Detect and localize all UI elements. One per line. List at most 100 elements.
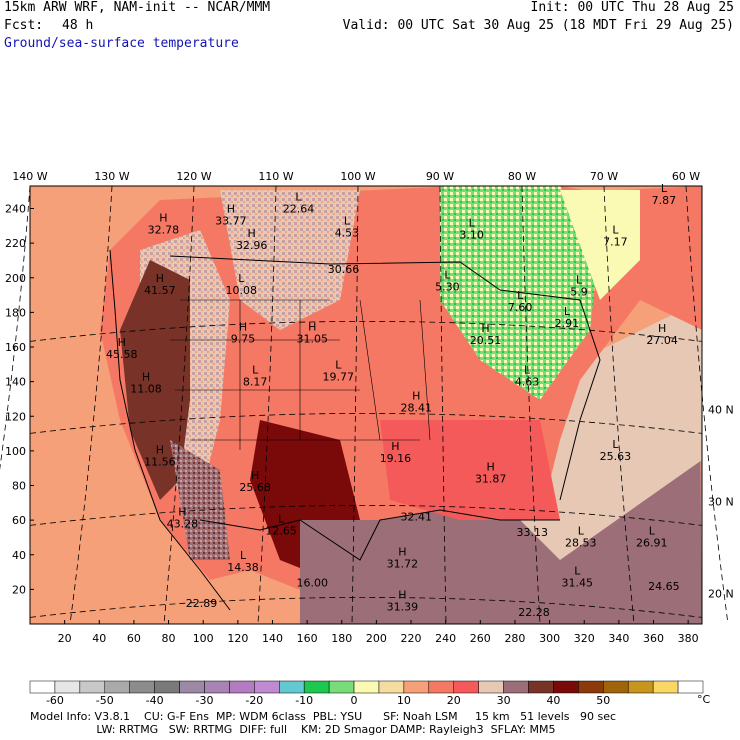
colorbar-swatch xyxy=(279,680,305,694)
colorbar-swatch xyxy=(603,680,629,694)
extremum-marker: L xyxy=(335,358,342,371)
colorbar-swatch xyxy=(403,680,430,694)
extremum-value: 14.38 xyxy=(227,561,259,574)
extremum-marker: H xyxy=(487,461,495,474)
extremum-value: 31.39 xyxy=(387,601,419,614)
valid-time: Valid: 00 UTC Sat 30 Aug 25 (18 MDT Fri … xyxy=(342,18,734,33)
x-tick-label: 160 xyxy=(297,632,318,645)
longitude-label: 140 W xyxy=(12,170,47,183)
extremum-marker: H xyxy=(398,545,406,558)
grid-x-ticks: 20 40 60 80 100 120 140 160 180 200 220 240 260 280 30… xyxy=(58,620,699,645)
extremum-marker: H xyxy=(118,336,126,349)
x-tick-label: 200 xyxy=(366,632,387,645)
map-field xyxy=(30,186,702,624)
extremum-marker: L xyxy=(238,272,245,285)
y-tick-label: 140 xyxy=(5,376,26,389)
model-title: 15km ARW WRF, NAM-init -- NCAR/MMM xyxy=(4,0,271,15)
longitude-label: 60 W xyxy=(672,170,700,183)
extremum-value: 10.08 xyxy=(226,284,258,297)
extremum-value: 31.87 xyxy=(475,473,507,486)
y-tick-label: 120 xyxy=(5,410,26,423)
x-tick-label: 40 xyxy=(92,632,106,645)
extremum-value: 19.16 xyxy=(380,452,412,465)
colorbar-swatch xyxy=(204,680,230,694)
extremum-marker: L xyxy=(344,215,351,228)
extremum-marker: L xyxy=(517,289,524,302)
extremum-value: 3.10 xyxy=(459,228,484,241)
extremum-marker: L xyxy=(278,513,285,526)
x-tick-label: 360 xyxy=(643,632,664,645)
extremum-value: 25.68 xyxy=(239,481,271,494)
extremum-value: 31.05 xyxy=(297,332,329,345)
x-tick-label: 80 xyxy=(162,632,176,645)
extremum-marker: H xyxy=(308,320,316,333)
extremum-marker: L xyxy=(444,268,451,281)
colorbar-swatch xyxy=(528,680,554,694)
extremum-value: 5.9 xyxy=(570,286,588,299)
lat-lon-grid xyxy=(0,185,729,625)
x-tick-label: 320 xyxy=(574,632,595,645)
colorbar-swatch xyxy=(328,680,355,694)
state-lines-vertical xyxy=(239,299,431,450)
extremum-marker: H xyxy=(159,211,167,224)
northern-plains-shading xyxy=(220,190,360,330)
extremum-value: 11.08 xyxy=(130,383,162,396)
extremum-value: 27.04 xyxy=(646,334,678,347)
extremum-value: 4.53 xyxy=(335,227,360,240)
x-tick-label: 220 xyxy=(401,632,422,645)
extremum-value: 32.41 xyxy=(400,511,432,524)
x-tick-label: 280 xyxy=(504,632,525,645)
extremum-value: 41.57 xyxy=(144,284,176,297)
map-frame xyxy=(29,185,703,625)
x-tick-label: 120 xyxy=(227,632,248,645)
y-tick-label: 100 xyxy=(5,445,26,458)
longitude-label: 110 W xyxy=(258,170,293,183)
extremum-value: 7.17 xyxy=(603,235,628,248)
east-coastline xyxy=(499,289,601,501)
model-info-line2: LW: RRTMG SW: RRTMG DIFF: full KM: 2D Sm… xyxy=(30,723,556,736)
extremum-marker: H xyxy=(239,320,247,333)
colorbar-swatch xyxy=(478,680,504,694)
x-tick-label: 300 xyxy=(539,632,560,645)
extremum-value: 32.96 xyxy=(236,239,268,252)
baja-shading xyxy=(170,440,230,560)
extremum-value: 22.89 xyxy=(186,597,218,610)
extremum-marker: H xyxy=(156,272,164,285)
y-tick-label: 20 xyxy=(12,583,26,596)
parallel-line xyxy=(29,321,703,342)
extremum-value: 7.60 xyxy=(508,301,533,314)
colorbar-swatch xyxy=(677,680,704,694)
x-tick-label: 60 xyxy=(127,632,141,645)
extremum-marker: L xyxy=(612,223,619,236)
political-borders xyxy=(109,249,601,611)
extremum-value: 30.66 xyxy=(328,263,360,276)
extremum-value: 4.63 xyxy=(515,376,540,389)
y-tick-label: 60 xyxy=(12,514,26,527)
latitude-label: 30 N xyxy=(708,495,734,508)
latitude-label: 20 N xyxy=(708,587,734,600)
state-lines xyxy=(170,299,420,441)
atlantic-water xyxy=(520,300,702,560)
y-tick-label: 180 xyxy=(5,306,26,319)
colorbar-label: -30 xyxy=(195,694,213,707)
longitude-label: 90 W xyxy=(426,170,454,183)
extremum-value: 22.28 xyxy=(518,606,550,619)
extremum-value: 20.51 xyxy=(470,334,502,347)
extremum-marker: L xyxy=(574,564,581,577)
colorbar-swatch xyxy=(129,680,155,694)
colorbar-swatch xyxy=(627,680,654,694)
colorbar-swatch xyxy=(503,680,529,694)
colorbar-label: -40 xyxy=(146,694,164,707)
x-tick-label: 140 xyxy=(262,632,283,645)
extremum-value: 33.13 xyxy=(517,526,549,539)
extremum-marker: H xyxy=(398,589,406,602)
colorbar-label: 50 xyxy=(596,694,610,707)
extremum-marker: H xyxy=(658,322,666,335)
extremum-value: 11.56 xyxy=(144,455,176,468)
colorbar-swatch xyxy=(104,680,130,694)
colorbar-label: -20 xyxy=(245,694,263,707)
extremum-marker: L xyxy=(576,274,583,287)
x-tick-label: 100 xyxy=(193,632,214,645)
colorbar-unit: °C xyxy=(697,693,711,706)
extremum-value: 24.65 xyxy=(648,580,680,593)
